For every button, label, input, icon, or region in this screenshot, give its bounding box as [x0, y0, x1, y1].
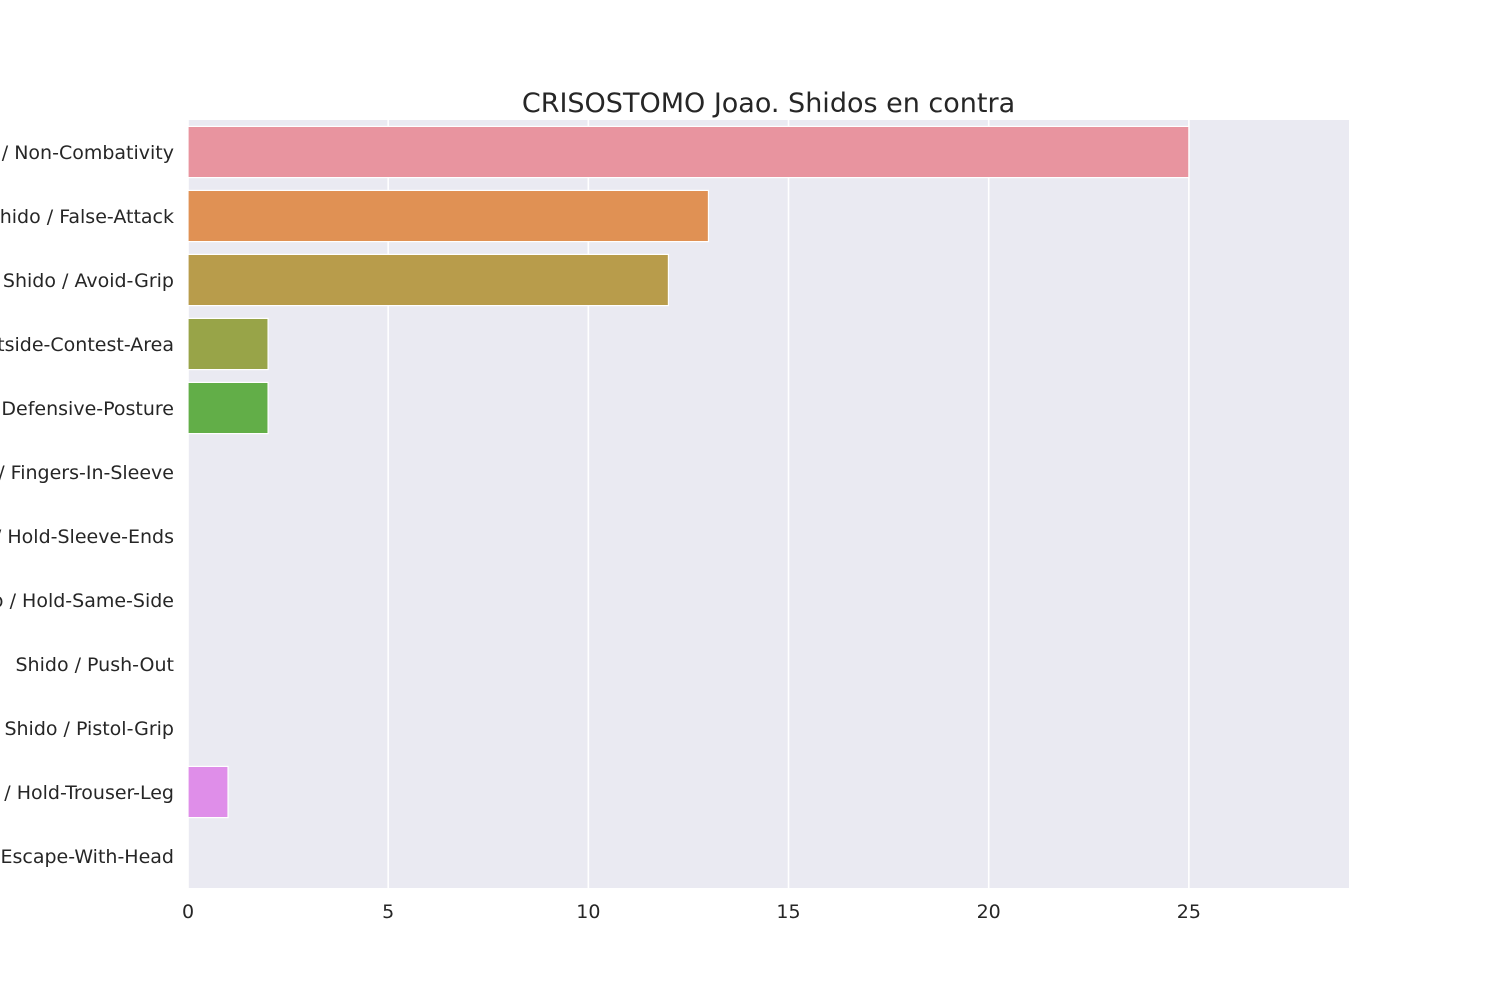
y-tick-label: Shido / Defensive-Posture: [0, 398, 174, 420]
x-tick-label: 0: [182, 901, 194, 923]
bar: [187, 381, 269, 435]
x-tick-label: 25: [1177, 901, 1201, 923]
y-tick-label: Shido / Hold-Sleeve-Ends: [0, 526, 174, 548]
y-tick-label: Shido / Fingers-In-Sleeve: [0, 462, 174, 484]
bars: [187, 125, 1190, 819]
y-tick-label: Shido / Hold-Trouser-Leg: [0, 782, 174, 804]
y-tick-label: Shido / Pistol-Grip: [4, 718, 174, 740]
x-tick-label: 20: [977, 901, 1001, 923]
y-tick-label: Shido / Outside-Contest-Area: [0, 334, 174, 356]
bar: [187, 317, 269, 371]
bar: [187, 253, 670, 307]
y-tick-label: Shido / Avoid-Grip: [3, 270, 174, 292]
bar: [187, 189, 710, 243]
x-tick-label: 5: [382, 901, 394, 923]
y-tick-label: Shido / Push-Out: [16, 654, 175, 676]
y-tick-label: Shido / Escape-With-Head: [0, 846, 174, 868]
chart-title: CRISOSTOMO Joao. Shidos en contra: [522, 88, 1015, 119]
bar: [187, 765, 229, 819]
y-tick-label: Shido / Hold-Same-Side: [0, 590, 174, 612]
x-tick-labels: 0 5 10 15 20 25: [182, 901, 1201, 923]
x-tick-label: 15: [776, 901, 800, 923]
y-tick-labels: Shido / Non-Combativity Shido / False-Att…: [0, 142, 174, 868]
y-tick-label: Shido / Non-Combativity: [0, 142, 174, 164]
x-tick-label: 10: [576, 901, 600, 923]
plot-area: [188, 120, 1349, 888]
y-tick-label: Shido / False-Attack: [0, 206, 174, 228]
bar: [187, 125, 1190, 179]
gridlines: [187, 120, 1190, 888]
